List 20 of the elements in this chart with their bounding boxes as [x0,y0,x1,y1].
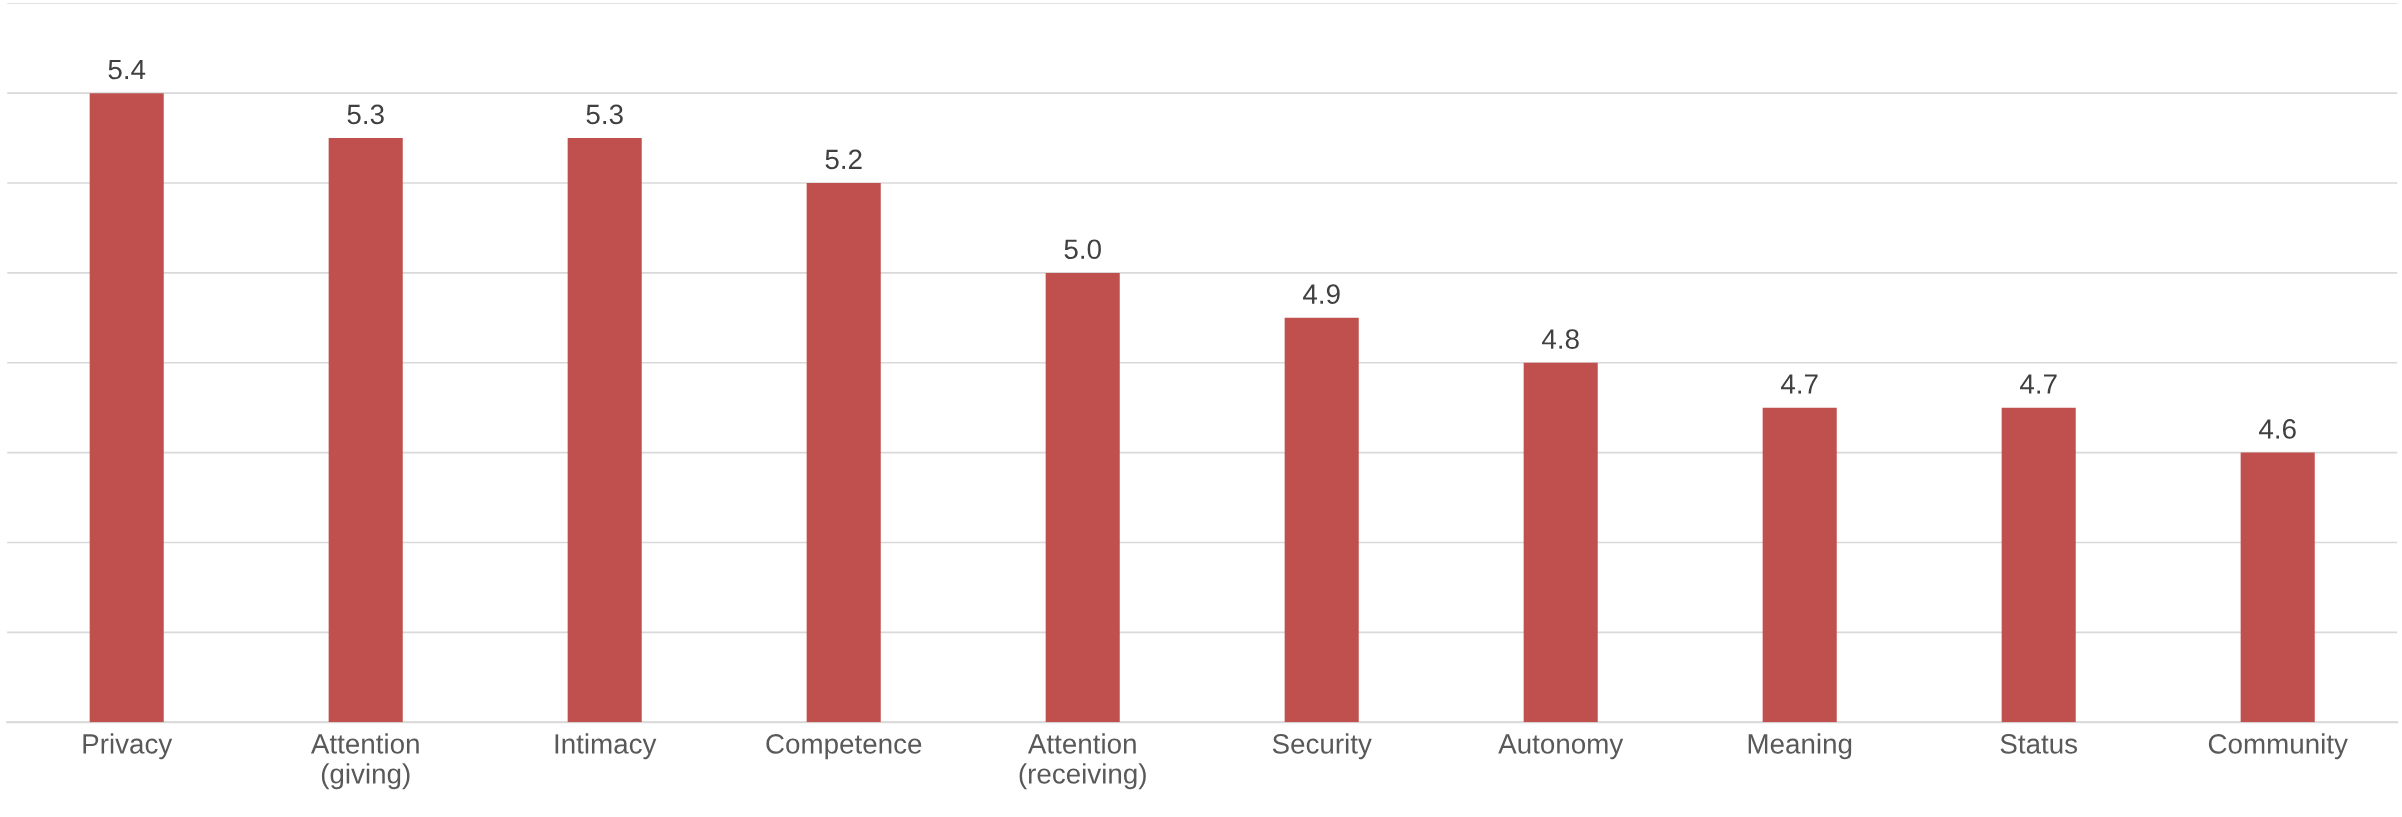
x-tick-label: Intimacy [555,733,657,760]
data-label: 5.4 [108,59,146,80]
x-tick-label: Status [2000,734,2078,754]
data-label: 4.7 [2020,374,2057,394]
x-tick-label: Competence [766,734,922,760]
data-label: 5.2 [825,149,862,170]
data-label: 5.3 [347,104,384,125]
x-tick-label: Autonomy [1498,734,1624,760]
x-tick-label: Meaning [1748,733,1852,760]
x-tick-label: Privacy [83,733,173,760]
data-label: 4.8 [1542,329,1579,349]
x-tick-label: Security [1272,733,1372,760]
data-label: 4.6 [2259,419,2296,439]
data-label: 4.7 [1781,374,1818,394]
x-tick-label: Community [2208,733,2348,760]
data-label: 5.0 [1064,239,1101,260]
data-label: 5.3 [586,104,623,125]
x-tick-label: Attention (giving) [310,733,419,790]
data-label: 4.9 [1303,284,1340,304]
x-tick-label: Attention (receiving) [1019,733,1146,790]
